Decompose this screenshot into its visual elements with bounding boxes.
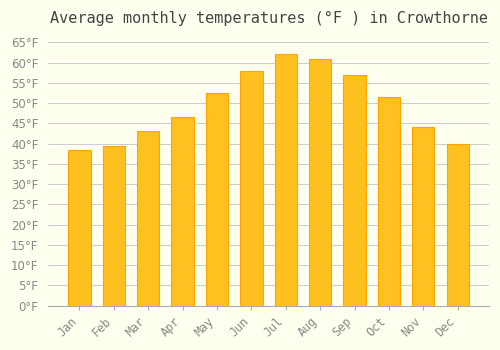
Bar (344, 75, 365, 306)
Bar (274, 55, 297, 306)
Bar (309, 58, 332, 306)
Bar (102, 146, 125, 306)
Bar (206, 93, 228, 306)
Title: Average monthly temperatures (°F ) in Crowthorne: Average monthly temperatures (°F ) in Cr… (50, 11, 488, 26)
Bar (172, 117, 194, 306)
Bar (240, 71, 262, 306)
Bar (446, 144, 469, 306)
Bar (412, 127, 434, 306)
Bar (137, 132, 160, 306)
Bar (68, 150, 90, 306)
Bar (378, 97, 400, 306)
